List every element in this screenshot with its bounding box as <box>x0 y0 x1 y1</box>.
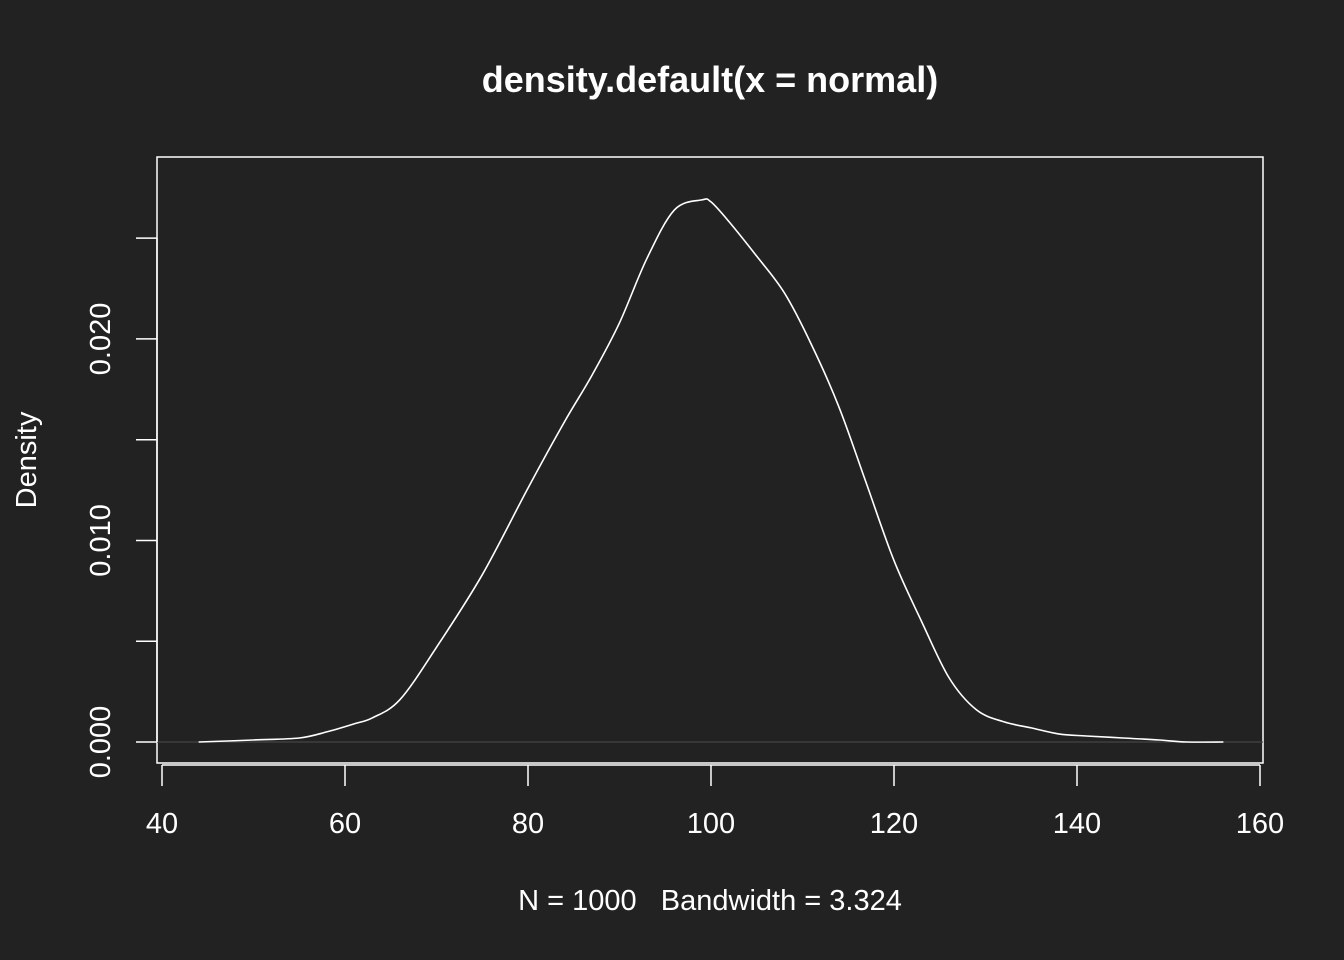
y-tick-label: 0.010 <box>85 504 117 577</box>
y-tick-label: 0.000 <box>85 706 117 779</box>
x-tick-label: 160 <box>1236 808 1284 840</box>
x-tick-label: 60 <box>329 808 361 840</box>
density-line <box>198 198 1224 743</box>
x-tick-label: 40 <box>146 808 178 840</box>
y-axis: 0.000 0.010 0.020 <box>85 237 158 779</box>
y-axis-label: Density <box>11 411 43 508</box>
chart-title: density.default(x = normal) <box>482 59 938 100</box>
x-axis-label: N = 1000 Bandwidth = 3.324 <box>518 885 902 917</box>
x-tick-label: 140 <box>1053 808 1101 840</box>
x-tick-label: 80 <box>512 808 544 840</box>
x-tick-label: 100 <box>687 808 735 840</box>
y-tick-label: 0.020 <box>85 303 117 376</box>
x-axis: 40 60 80 100 120 140 160 <box>146 764 1284 840</box>
plot-box <box>156 156 1264 764</box>
x-tick-label: 120 <box>870 808 918 840</box>
